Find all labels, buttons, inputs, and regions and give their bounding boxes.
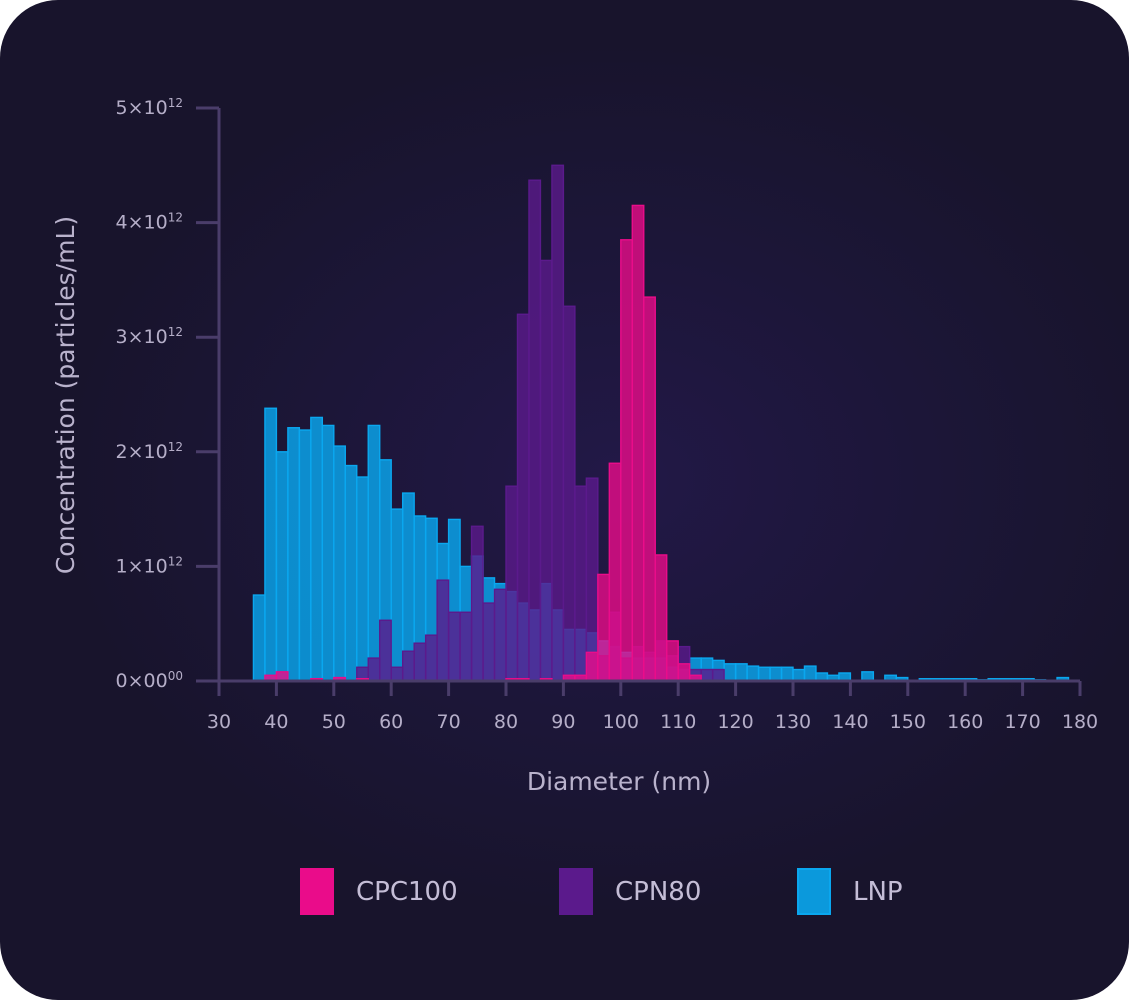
y-tick-label: 4×1012 (116, 211, 183, 234)
legend: CPC100 CPN80 LNP (300, 868, 903, 915)
x-tick-label: 140 (832, 711, 868, 733)
bar-lnp (390, 508, 404, 682)
x-tick-label: 40 (264, 711, 288, 733)
x-tick-label: 150 (890, 711, 926, 733)
x-tick-label: 70 (437, 711, 461, 733)
x-axis-title: Diameter (nm) (527, 767, 711, 796)
legend-swatch (559, 868, 593, 915)
bar-lnp (780, 666, 794, 682)
bar-lnp (333, 445, 346, 682)
bar-cpn80 (539, 259, 553, 682)
bar-cpc100 (643, 296, 656, 682)
bar-cpn80 (528, 179, 542, 682)
y-tick-label: 1×1012 (116, 554, 183, 577)
bar-cpc100 (608, 462, 622, 682)
bar-cpn80 (436, 579, 450, 682)
bar-lnp (734, 663, 748, 682)
bar-lnp (275, 451, 289, 682)
bar-cpc100 (666, 640, 679, 682)
bar-lnp (757, 666, 771, 682)
bar-cpn80 (379, 619, 392, 682)
y-tick-label: 5×1012 (116, 96, 183, 119)
bar-lnp (287, 427, 301, 682)
bar-cpc100 (620, 239, 633, 682)
bar-lnp (252, 594, 266, 682)
bar-cpn80 (585, 477, 599, 682)
bar-lnp (356, 476, 369, 682)
axes-layer (217, 108, 1080, 683)
bar-cpn80 (516, 313, 530, 682)
bar-lnp (344, 464, 358, 682)
legend-swatch (797, 868, 831, 915)
y-tick-label: 0×0000 (116, 669, 183, 692)
x-tick-label: 30 (207, 711, 231, 733)
bar-lnp (310, 416, 324, 682)
y-axis-title: Concentration (particles/mL) (51, 216, 80, 574)
bar-lnp (264, 407, 278, 682)
bar-lnp (746, 665, 760, 682)
x-tick-label: 50 (322, 711, 346, 733)
x-tick-label: 90 (551, 711, 575, 733)
bar-cpn80 (562, 305, 576, 682)
legend-item-cpc100: CPC100 (300, 868, 458, 915)
x-tick-label: 180 (1062, 711, 1098, 733)
ticks-layer: 30 40 50 60 70 80 90 100 110 120 130 140 150 160 170 18… (116, 96, 1099, 733)
bar-cpn80 (700, 668, 714, 682)
legend-item-cpn80: CPN80 (559, 868, 701, 915)
x-tick-label: 160 (947, 711, 983, 733)
y-tick-label: 3×1012 (116, 325, 183, 348)
bar-lnp (803, 665, 817, 682)
bar-cpn80 (551, 164, 565, 682)
bar-cpn80 (459, 611, 473, 682)
bar-cpc100 (654, 554, 668, 682)
bar-lnp (792, 668, 806, 682)
bar-cpn80 (367, 657, 381, 682)
x-tick-label: 80 (494, 711, 518, 733)
bar-cpn80 (447, 611, 461, 682)
bars-layer (252, 164, 1070, 682)
x-tick-label: 130 (775, 711, 811, 733)
bar-cpc100 (631, 204, 645, 682)
bar-cpn80 (390, 666, 404, 682)
bar-cpc100 (597, 573, 611, 682)
bar-cpn80 (493, 588, 507, 682)
bar-lnp (367, 424, 381, 682)
bar-cpn80 (711, 668, 725, 682)
x-tick-label: 120 (717, 711, 753, 733)
bar-lnp (723, 663, 737, 682)
legend-label: CPC100 (356, 877, 458, 907)
bar-lnp (769, 666, 783, 682)
bar-cpn80 (470, 525, 484, 682)
x-tick-label: 100 (603, 711, 639, 733)
legend-label: CPN80 (615, 877, 701, 907)
bar-cpn80 (505, 485, 519, 682)
bar-cpn80 (424, 634, 438, 682)
bar-cpn80 (482, 602, 496, 682)
x-tick-label: 60 (379, 711, 403, 733)
bar-cpn80 (401, 650, 415, 682)
legend-label: LNP (853, 877, 903, 907)
bar-lnp (321, 424, 335, 682)
x-tick-label: 110 (660, 711, 696, 733)
x-tick-label: 170 (1004, 711, 1040, 733)
bar-lnp (298, 429, 312, 682)
legend-swatch (300, 868, 334, 915)
bar-cpn80 (574, 485, 588, 682)
bar-cpc100 (585, 651, 599, 682)
legend-item-lnp: LNP (797, 868, 903, 915)
bar-cpc100 (677, 663, 691, 682)
y-tick-label: 2×1012 (116, 440, 183, 463)
bar-cpn80 (413, 642, 427, 682)
